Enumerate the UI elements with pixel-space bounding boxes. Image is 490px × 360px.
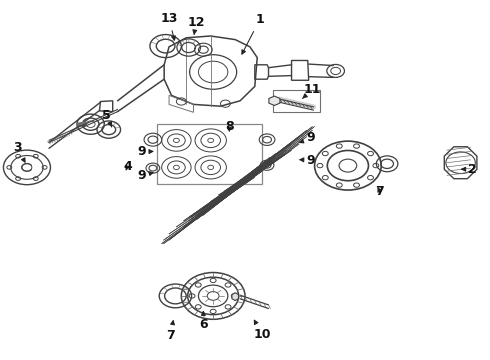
Text: 1: 1 bbox=[242, 13, 264, 54]
Text: 11: 11 bbox=[302, 83, 321, 99]
Text: 7: 7 bbox=[375, 185, 384, 198]
Text: 6: 6 bbox=[199, 311, 208, 331]
Text: 9: 9 bbox=[138, 145, 153, 158]
Text: 13: 13 bbox=[160, 12, 178, 40]
Text: 3: 3 bbox=[13, 141, 25, 162]
Text: 2: 2 bbox=[462, 163, 477, 176]
Text: 9: 9 bbox=[300, 154, 316, 167]
Text: 7: 7 bbox=[166, 321, 175, 342]
Text: 12: 12 bbox=[187, 16, 205, 35]
Polygon shape bbox=[269, 96, 280, 105]
Text: 4: 4 bbox=[123, 160, 132, 173]
Text: 9: 9 bbox=[138, 169, 153, 182]
Text: 5: 5 bbox=[102, 109, 112, 127]
Polygon shape bbox=[232, 293, 239, 301]
Text: 8: 8 bbox=[225, 120, 234, 132]
Text: 10: 10 bbox=[253, 320, 271, 341]
Text: 9: 9 bbox=[299, 131, 316, 144]
